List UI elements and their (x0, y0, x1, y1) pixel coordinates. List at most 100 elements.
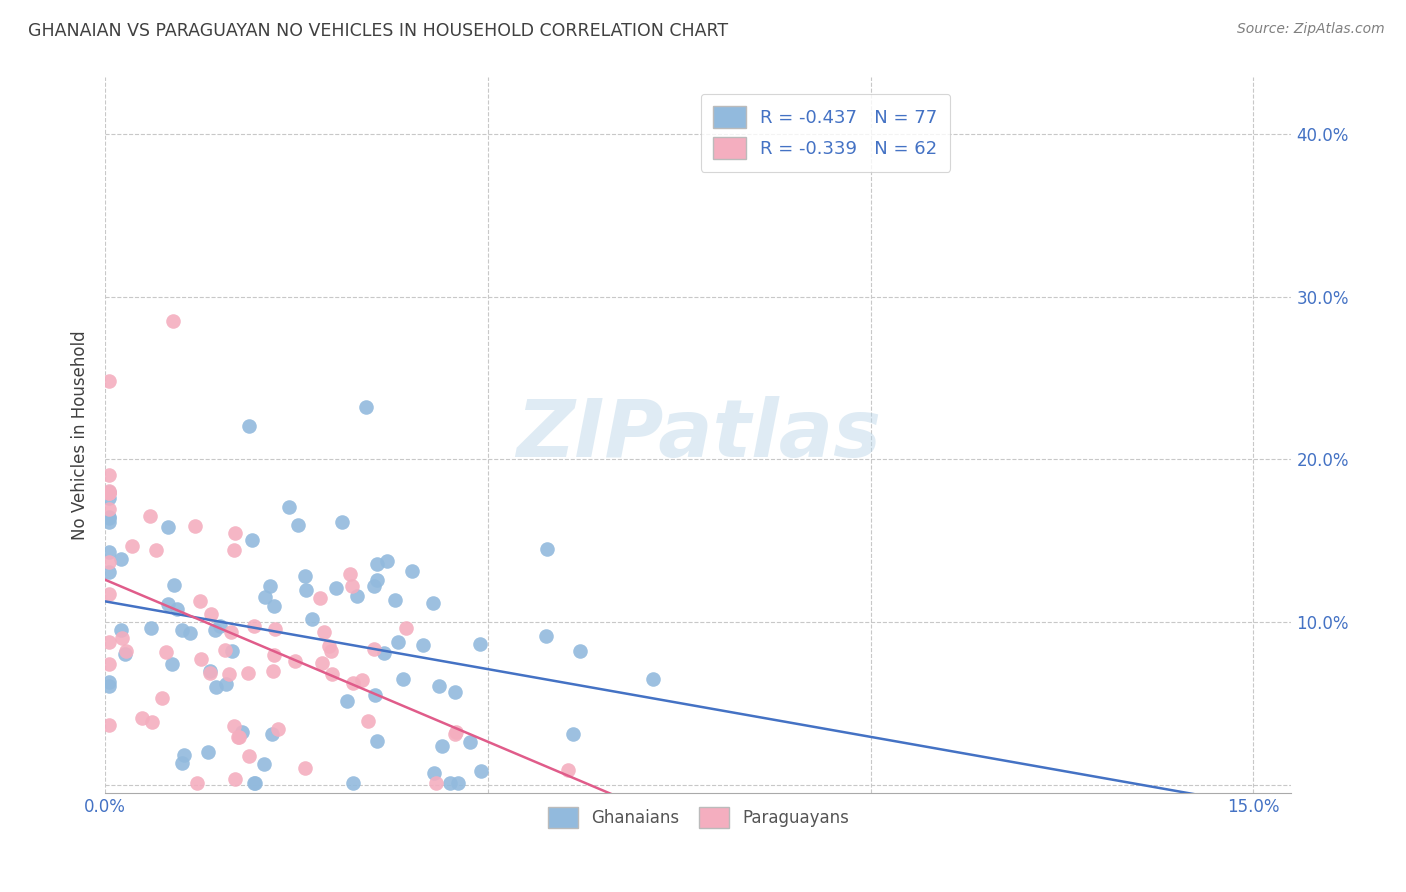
Point (98, 565, 121, 579)
Point (204, 681, 226, 695)
Point (204, 624, 226, 638)
Point (643, 672, 665, 686)
Legend: Ghanaians, Paraguayans: Ghanaians, Paraguayans (541, 801, 856, 834)
Point (114, 643, 136, 657)
Point (231, 725, 253, 739)
Point (422, 596, 444, 610)
Point (267, 723, 290, 737)
Point (319, 644, 342, 658)
Point (318, 639, 340, 653)
Point (240, 533, 263, 547)
Point (215, 677, 238, 691)
Point (259, 579, 281, 593)
Point (98, 555, 121, 569)
Point (423, 766, 446, 780)
Point (534, 629, 557, 643)
Point (384, 593, 406, 607)
Point (98, 491, 121, 506)
Point (98, 374, 121, 388)
Point (198, 664, 221, 678)
Point (98, 485, 121, 500)
Point (263, 648, 285, 662)
Point (121, 539, 143, 553)
Point (284, 654, 307, 668)
Point (218, 667, 240, 681)
Point (110, 552, 132, 566)
Point (197, 745, 219, 759)
Point (311, 656, 333, 670)
Point (98, 674, 121, 689)
Point (444, 685, 467, 699)
Point (98, 657, 121, 672)
Point (98, 509, 121, 524)
Point (145, 542, 167, 557)
Point (278, 500, 301, 514)
Point (141, 715, 163, 730)
Point (186, 776, 208, 790)
Point (221, 625, 243, 640)
Point (561, 727, 583, 741)
Point (366, 573, 388, 587)
Point (150, 690, 173, 705)
Point (439, 776, 461, 790)
Point (98, 718, 121, 732)
Point (214, 642, 236, 657)
Point (568, 644, 591, 658)
Point (157, 597, 180, 611)
Point (325, 581, 347, 595)
Point (236, 666, 259, 681)
Point (238, 419, 260, 434)
Point (155, 645, 177, 659)
Point (321, 667, 343, 681)
Point (336, 693, 359, 707)
Point (356, 714, 378, 728)
Point (98, 515, 121, 529)
Point (98, 483, 121, 498)
Point (557, 763, 579, 777)
Point (114, 647, 136, 661)
Point (425, 776, 447, 790)
Point (254, 590, 277, 604)
Point (287, 518, 309, 533)
Point (228, 730, 250, 744)
Text: Source: ZipAtlas.com: Source: ZipAtlas.com (1237, 22, 1385, 37)
Point (262, 727, 284, 741)
Point (209, 619, 232, 633)
Point (470, 764, 492, 779)
Point (224, 772, 246, 786)
Point (295, 583, 318, 598)
Point (188, 594, 211, 608)
Point (238, 749, 260, 764)
Point (375, 554, 398, 568)
Point (363, 641, 385, 656)
Point (243, 776, 266, 790)
Point (444, 727, 467, 741)
Point (98, 635, 121, 649)
Point (363, 579, 385, 593)
Point (294, 761, 316, 775)
Point (387, 635, 409, 649)
Text: ZIPatlas: ZIPatlas (516, 396, 880, 474)
Point (139, 509, 162, 524)
Point (190, 652, 212, 666)
Point (391, 673, 413, 687)
Point (170, 623, 193, 637)
Point (366, 558, 388, 572)
Point (98, 587, 121, 601)
Point (342, 676, 364, 690)
Point (470, 637, 492, 651)
Point (350, 673, 373, 688)
Point (430, 739, 453, 753)
Point (111, 631, 134, 645)
Point (98, 467, 121, 482)
Point (312, 625, 335, 640)
Point (364, 688, 387, 702)
Point (395, 621, 418, 635)
Point (183, 519, 205, 533)
Point (356, 401, 378, 415)
Point (98, 511, 121, 525)
Point (263, 664, 285, 678)
Point (98, 485, 121, 500)
Point (179, 626, 201, 640)
Point (131, 711, 153, 725)
